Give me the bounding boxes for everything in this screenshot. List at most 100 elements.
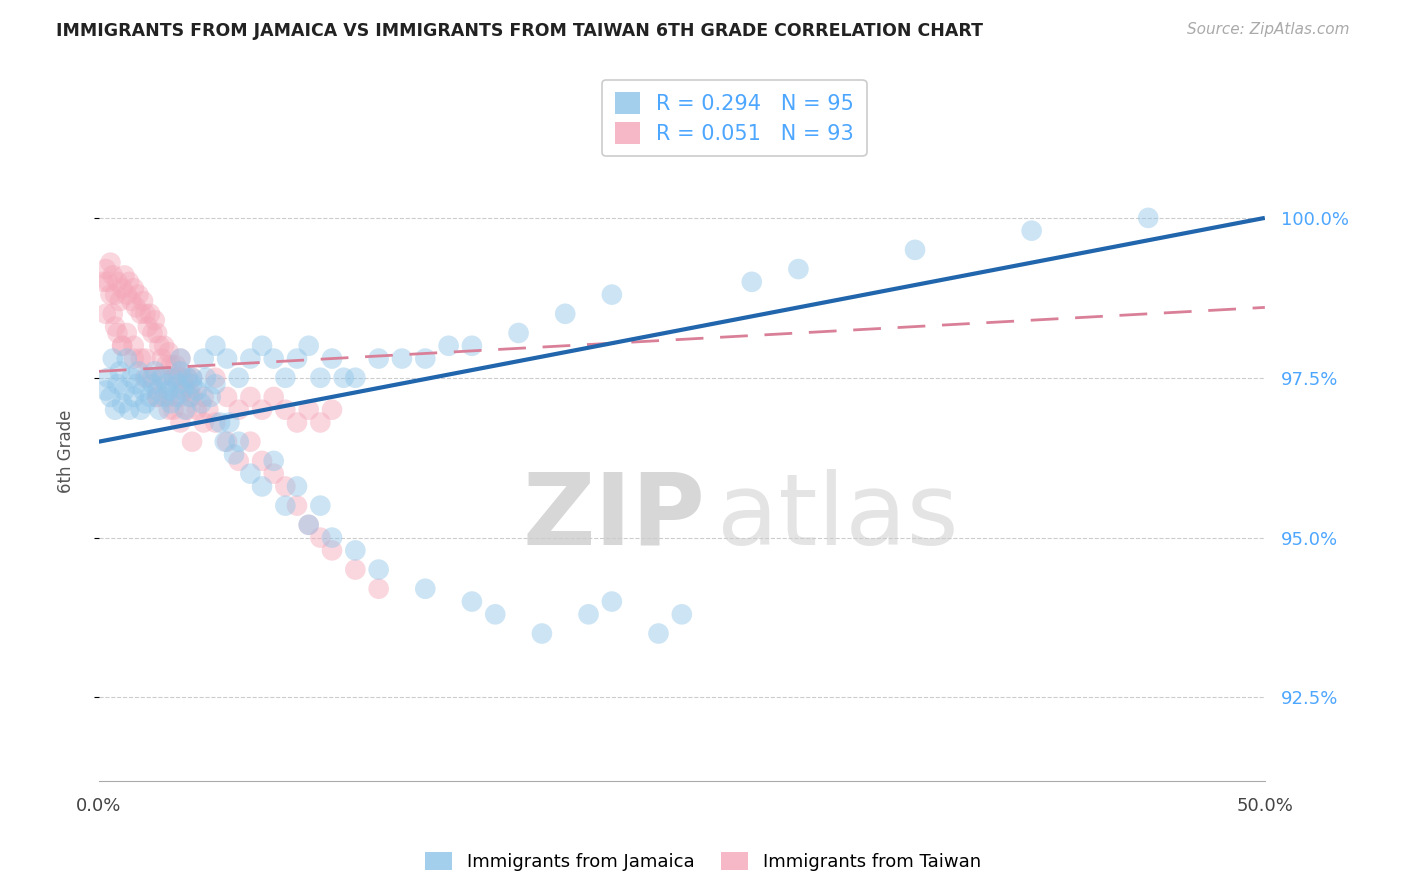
Point <box>437 339 460 353</box>
Point <box>101 268 124 283</box>
Point <box>344 370 367 384</box>
Point <box>93 275 115 289</box>
Point <box>118 275 141 289</box>
Point <box>250 479 273 493</box>
Point <box>169 364 191 378</box>
Point <box>214 434 236 449</box>
Point <box>285 351 308 366</box>
Point <box>150 351 173 366</box>
Point <box>215 434 238 449</box>
Point <box>104 319 127 334</box>
Point <box>108 364 131 378</box>
Text: atlas: atlas <box>717 468 959 566</box>
Point <box>167 370 190 384</box>
Point <box>146 390 169 404</box>
Point <box>94 262 117 277</box>
Point <box>263 454 285 468</box>
Point <box>134 351 156 366</box>
Point <box>321 531 343 545</box>
Text: Source: ZipAtlas.com: Source: ZipAtlas.com <box>1187 22 1350 37</box>
Point <box>263 351 285 366</box>
Legend: R = 0.294   N = 95, R = 0.051   N = 93: R = 0.294 N = 95, R = 0.051 N = 93 <box>602 79 866 156</box>
Point <box>125 301 148 315</box>
Point <box>148 402 170 417</box>
Point <box>120 370 142 384</box>
Point <box>741 275 763 289</box>
Point <box>298 402 321 417</box>
Point <box>141 377 163 392</box>
Point <box>165 390 187 404</box>
Point <box>100 287 122 301</box>
Point <box>176 370 198 384</box>
Point <box>104 402 127 417</box>
Point <box>321 543 343 558</box>
Point <box>107 326 129 340</box>
Point <box>167 377 190 392</box>
Point <box>204 416 226 430</box>
Point <box>193 390 215 404</box>
Point <box>274 499 297 513</box>
Point <box>239 467 262 481</box>
Point <box>179 384 201 398</box>
Point <box>122 281 145 295</box>
Point <box>157 402 180 417</box>
Point <box>134 307 156 321</box>
Point <box>285 416 308 430</box>
Point <box>600 287 623 301</box>
Point <box>186 402 208 417</box>
Point <box>139 390 162 404</box>
Point <box>647 626 669 640</box>
Point <box>176 370 198 384</box>
Point <box>274 479 297 493</box>
Point <box>309 416 332 430</box>
Point <box>413 582 436 596</box>
Point <box>285 499 308 513</box>
Point <box>141 326 163 340</box>
Point <box>115 287 138 301</box>
Point <box>157 384 180 398</box>
Point <box>107 275 129 289</box>
Point <box>222 448 245 462</box>
Point <box>186 384 208 398</box>
Point <box>118 402 141 417</box>
Point <box>136 370 159 384</box>
Text: IMMIGRANTS FROM JAMAICA VS IMMIGRANTS FROM TAIWAN 6TH GRADE CORRELATION CHART: IMMIGRANTS FROM JAMAICA VS IMMIGRANTS FR… <box>56 22 983 40</box>
Point <box>285 479 308 493</box>
Point <box>153 390 176 404</box>
Point <box>146 390 169 404</box>
Point <box>129 307 152 321</box>
Point <box>195 370 218 384</box>
Point <box>100 390 122 404</box>
Point <box>146 326 169 340</box>
Point <box>111 396 134 410</box>
Point <box>97 370 120 384</box>
Point <box>120 293 142 308</box>
Point <box>143 313 166 327</box>
Point <box>174 402 197 417</box>
Legend: Immigrants from Jamaica, Immigrants from Taiwan: Immigrants from Jamaica, Immigrants from… <box>418 845 988 879</box>
Point <box>228 454 250 468</box>
Point <box>108 293 131 308</box>
Point <box>181 390 204 404</box>
Point <box>367 563 389 577</box>
Point <box>461 339 484 353</box>
Point <box>600 594 623 608</box>
Point <box>204 377 226 392</box>
Point <box>554 307 576 321</box>
Point <box>94 307 117 321</box>
Point <box>111 339 134 353</box>
Point <box>132 293 155 308</box>
Point <box>169 390 191 404</box>
Point <box>263 467 285 481</box>
Point <box>367 582 389 596</box>
Point <box>413 351 436 366</box>
Point <box>114 384 136 398</box>
Point <box>157 345 180 359</box>
Point <box>250 339 273 353</box>
Point <box>172 370 194 384</box>
Point <box>239 351 262 366</box>
Point <box>181 377 204 392</box>
Point <box>197 402 219 417</box>
Point <box>181 434 204 449</box>
Point <box>174 384 197 398</box>
